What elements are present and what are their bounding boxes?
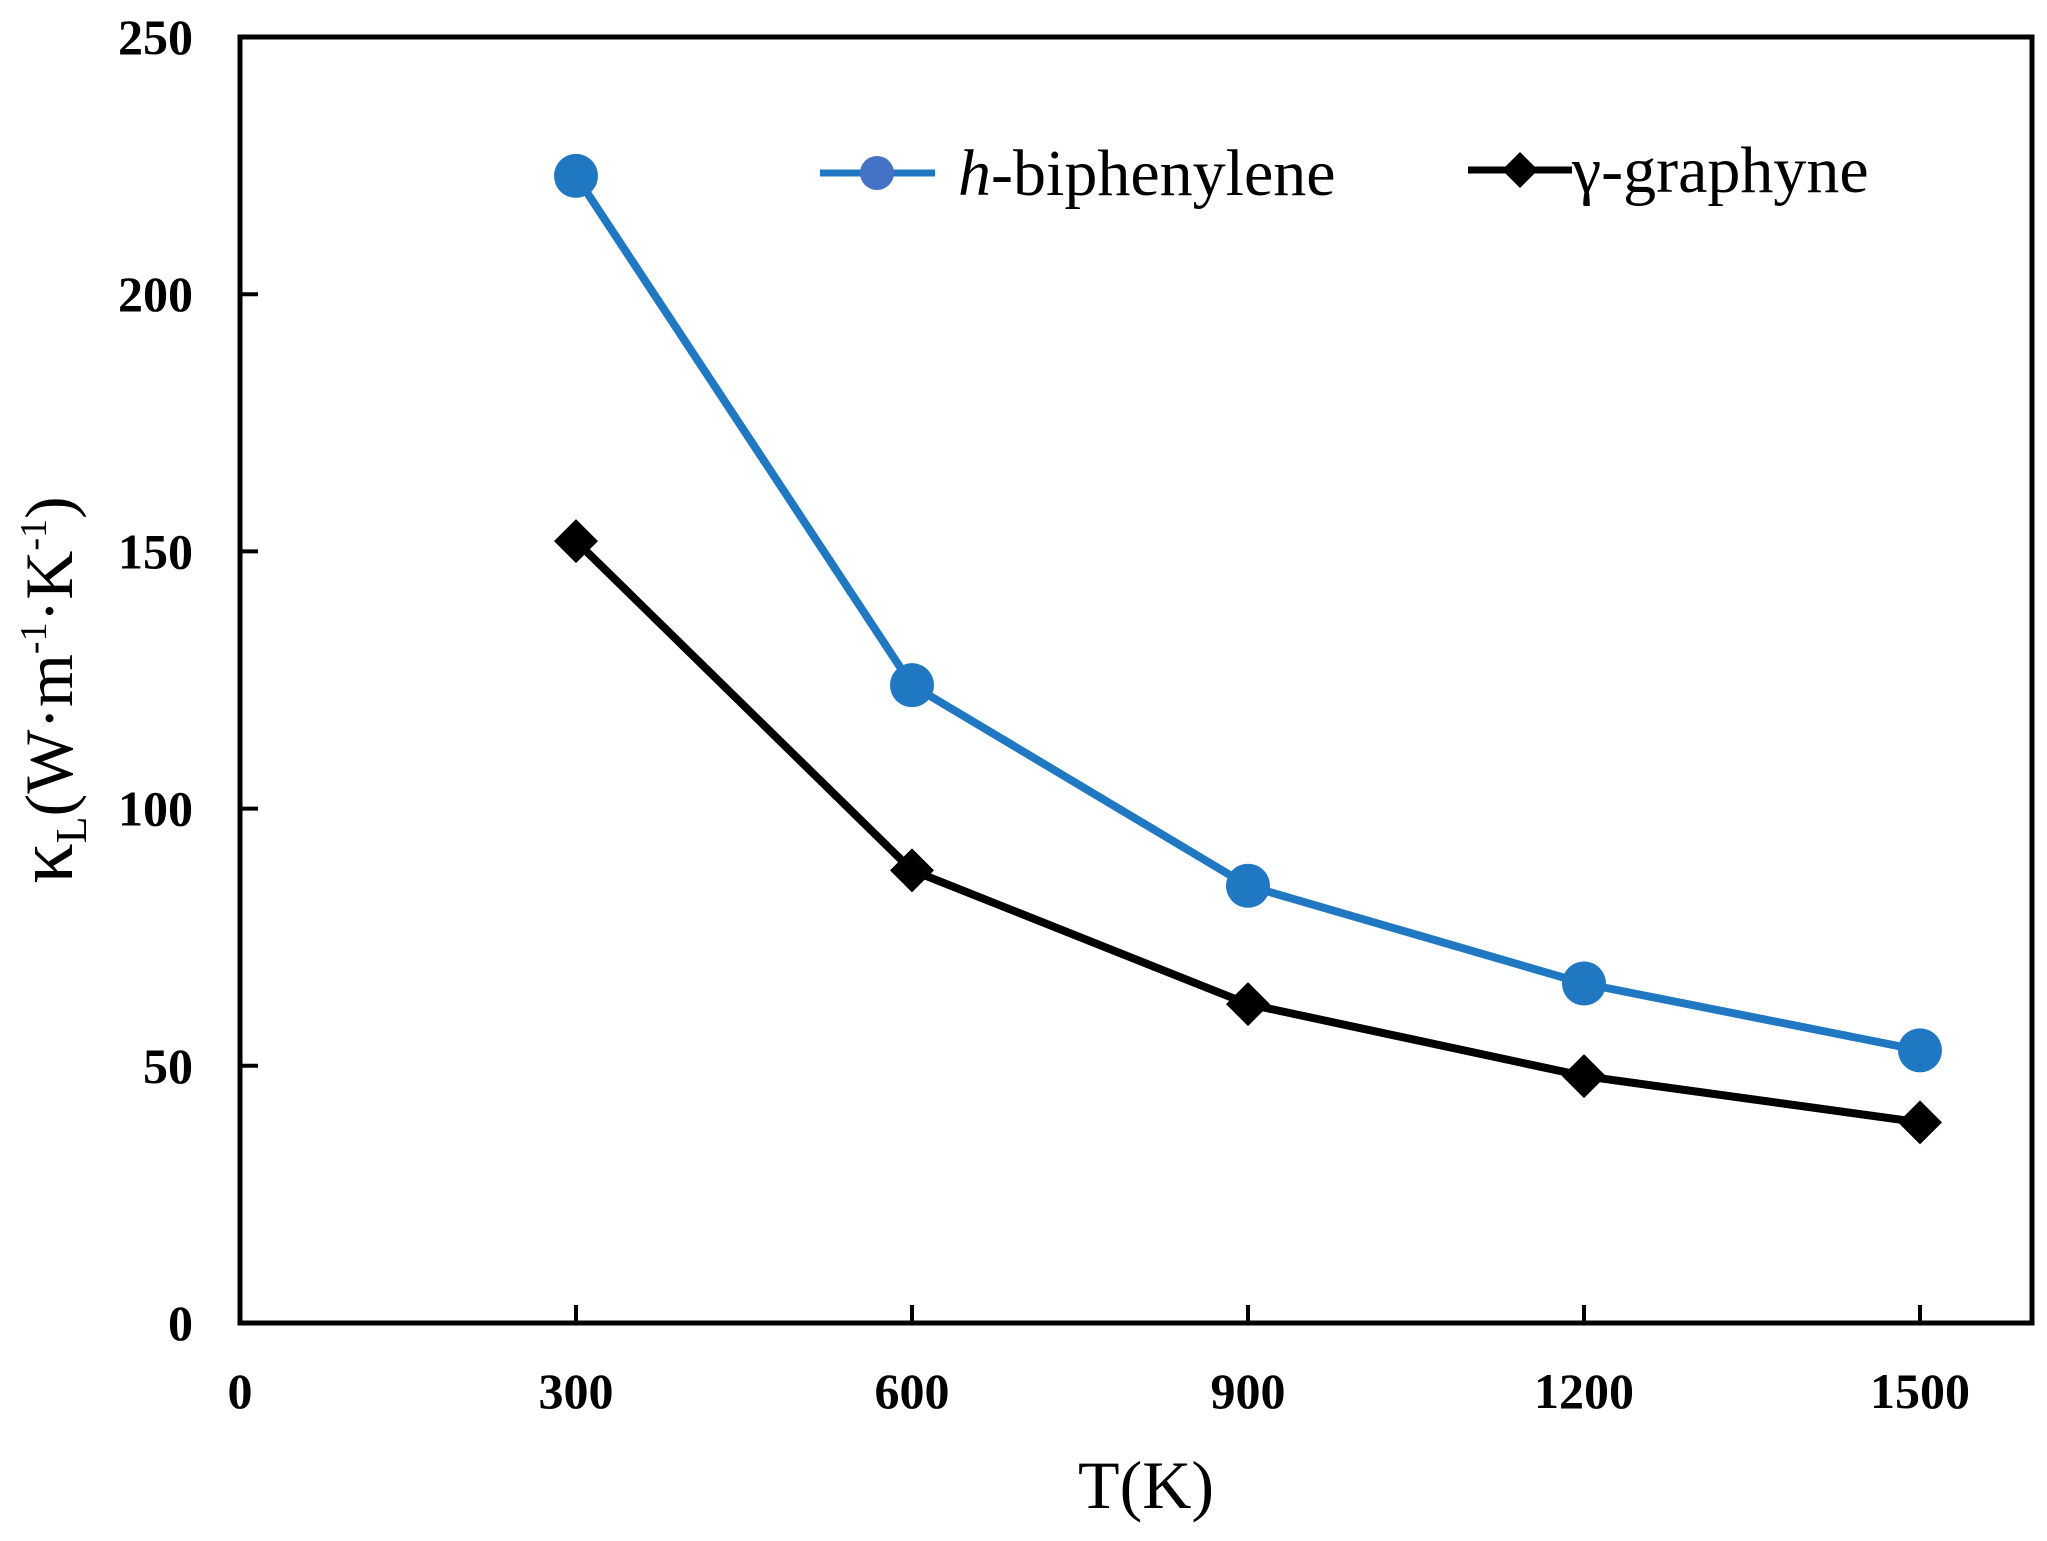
legend-marker-gamma-graphyne (1502, 152, 1538, 188)
data-point-gamma-graphyne (890, 848, 934, 893)
legend-marker-h-biphenylene (860, 156, 894, 190)
plot-area-frame (237, 34, 2035, 1326)
legend-label-h-biphenylene-suffix: -biphenylene (991, 137, 1336, 210)
y-tick-label: 100 (118, 781, 193, 837)
y-tick-label: 200 (118, 266, 193, 322)
y-axis-title-symbol: κ (2, 843, 90, 883)
x-tick-label: 900 (1211, 1363, 1286, 1419)
data-point-gamma-graphyne (554, 519, 598, 564)
series-layer (554, 153, 1942, 1145)
y-tick-label: 50 (143, 1038, 193, 1094)
y-tick-label: 0 (168, 1295, 193, 1351)
y-axis-title-exp1: -1 (13, 622, 55, 654)
x-axis-ticks: 0 300 600 900 1200 1500 (228, 1305, 1970, 1419)
legend: h-biphenylene γ-graphyne (820, 134, 1869, 210)
y-tick-label: 250 (118, 9, 193, 65)
legend-label-gamma-graphyne: γ-graphyne (1571, 134, 1869, 207)
y-axis-title-close: ) (11, 496, 87, 519)
y-axis-ticks: 0 50 100 150 200 250 (118, 9, 258, 1351)
y-axis-title-subscript: L (47, 816, 96, 843)
y-tick-label: 150 (118, 523, 193, 579)
series-line-h-biphenylene (572, 173, 1921, 1055)
x-tick-label: 1500 (1870, 1363, 1970, 1419)
data-point-gamma-graphyne (1226, 982, 1270, 1027)
data-point-h-biphenylene (1226, 863, 1270, 908)
x-axis-title: T(K) (1078, 1447, 1214, 1523)
x-tick-label: 600 (875, 1363, 950, 1419)
y-axis-title-exp2: -1 (13, 519, 55, 551)
y-axis-title: κL(W·m-1·K-1) (2, 496, 96, 883)
data-point-gamma-graphyne (1562, 1054, 1606, 1099)
x-tick-label: 0 (228, 1363, 253, 1419)
data-point-gamma-graphyne (1898, 1100, 1942, 1145)
data-point-h-biphenylene (1898, 1028, 1942, 1073)
legend-label-h-biphenylene: h-biphenylene (958, 137, 1336, 210)
x-tick-label: 300 (539, 1363, 614, 1419)
data-point-h-biphenylene (554, 153, 598, 198)
data-point-h-biphenylene (1562, 961, 1606, 1006)
data-point-h-biphenylene (890, 663, 934, 708)
legend-label-h-biphenylene-prefix: h (958, 137, 991, 210)
x-tick-label: 1200 (1534, 1363, 1634, 1419)
series-line-gamma-graphyne (573, 538, 1921, 1127)
y-axis-title-mid: ·K (11, 551, 87, 623)
y-axis-title-units: (W·m (11, 654, 87, 816)
